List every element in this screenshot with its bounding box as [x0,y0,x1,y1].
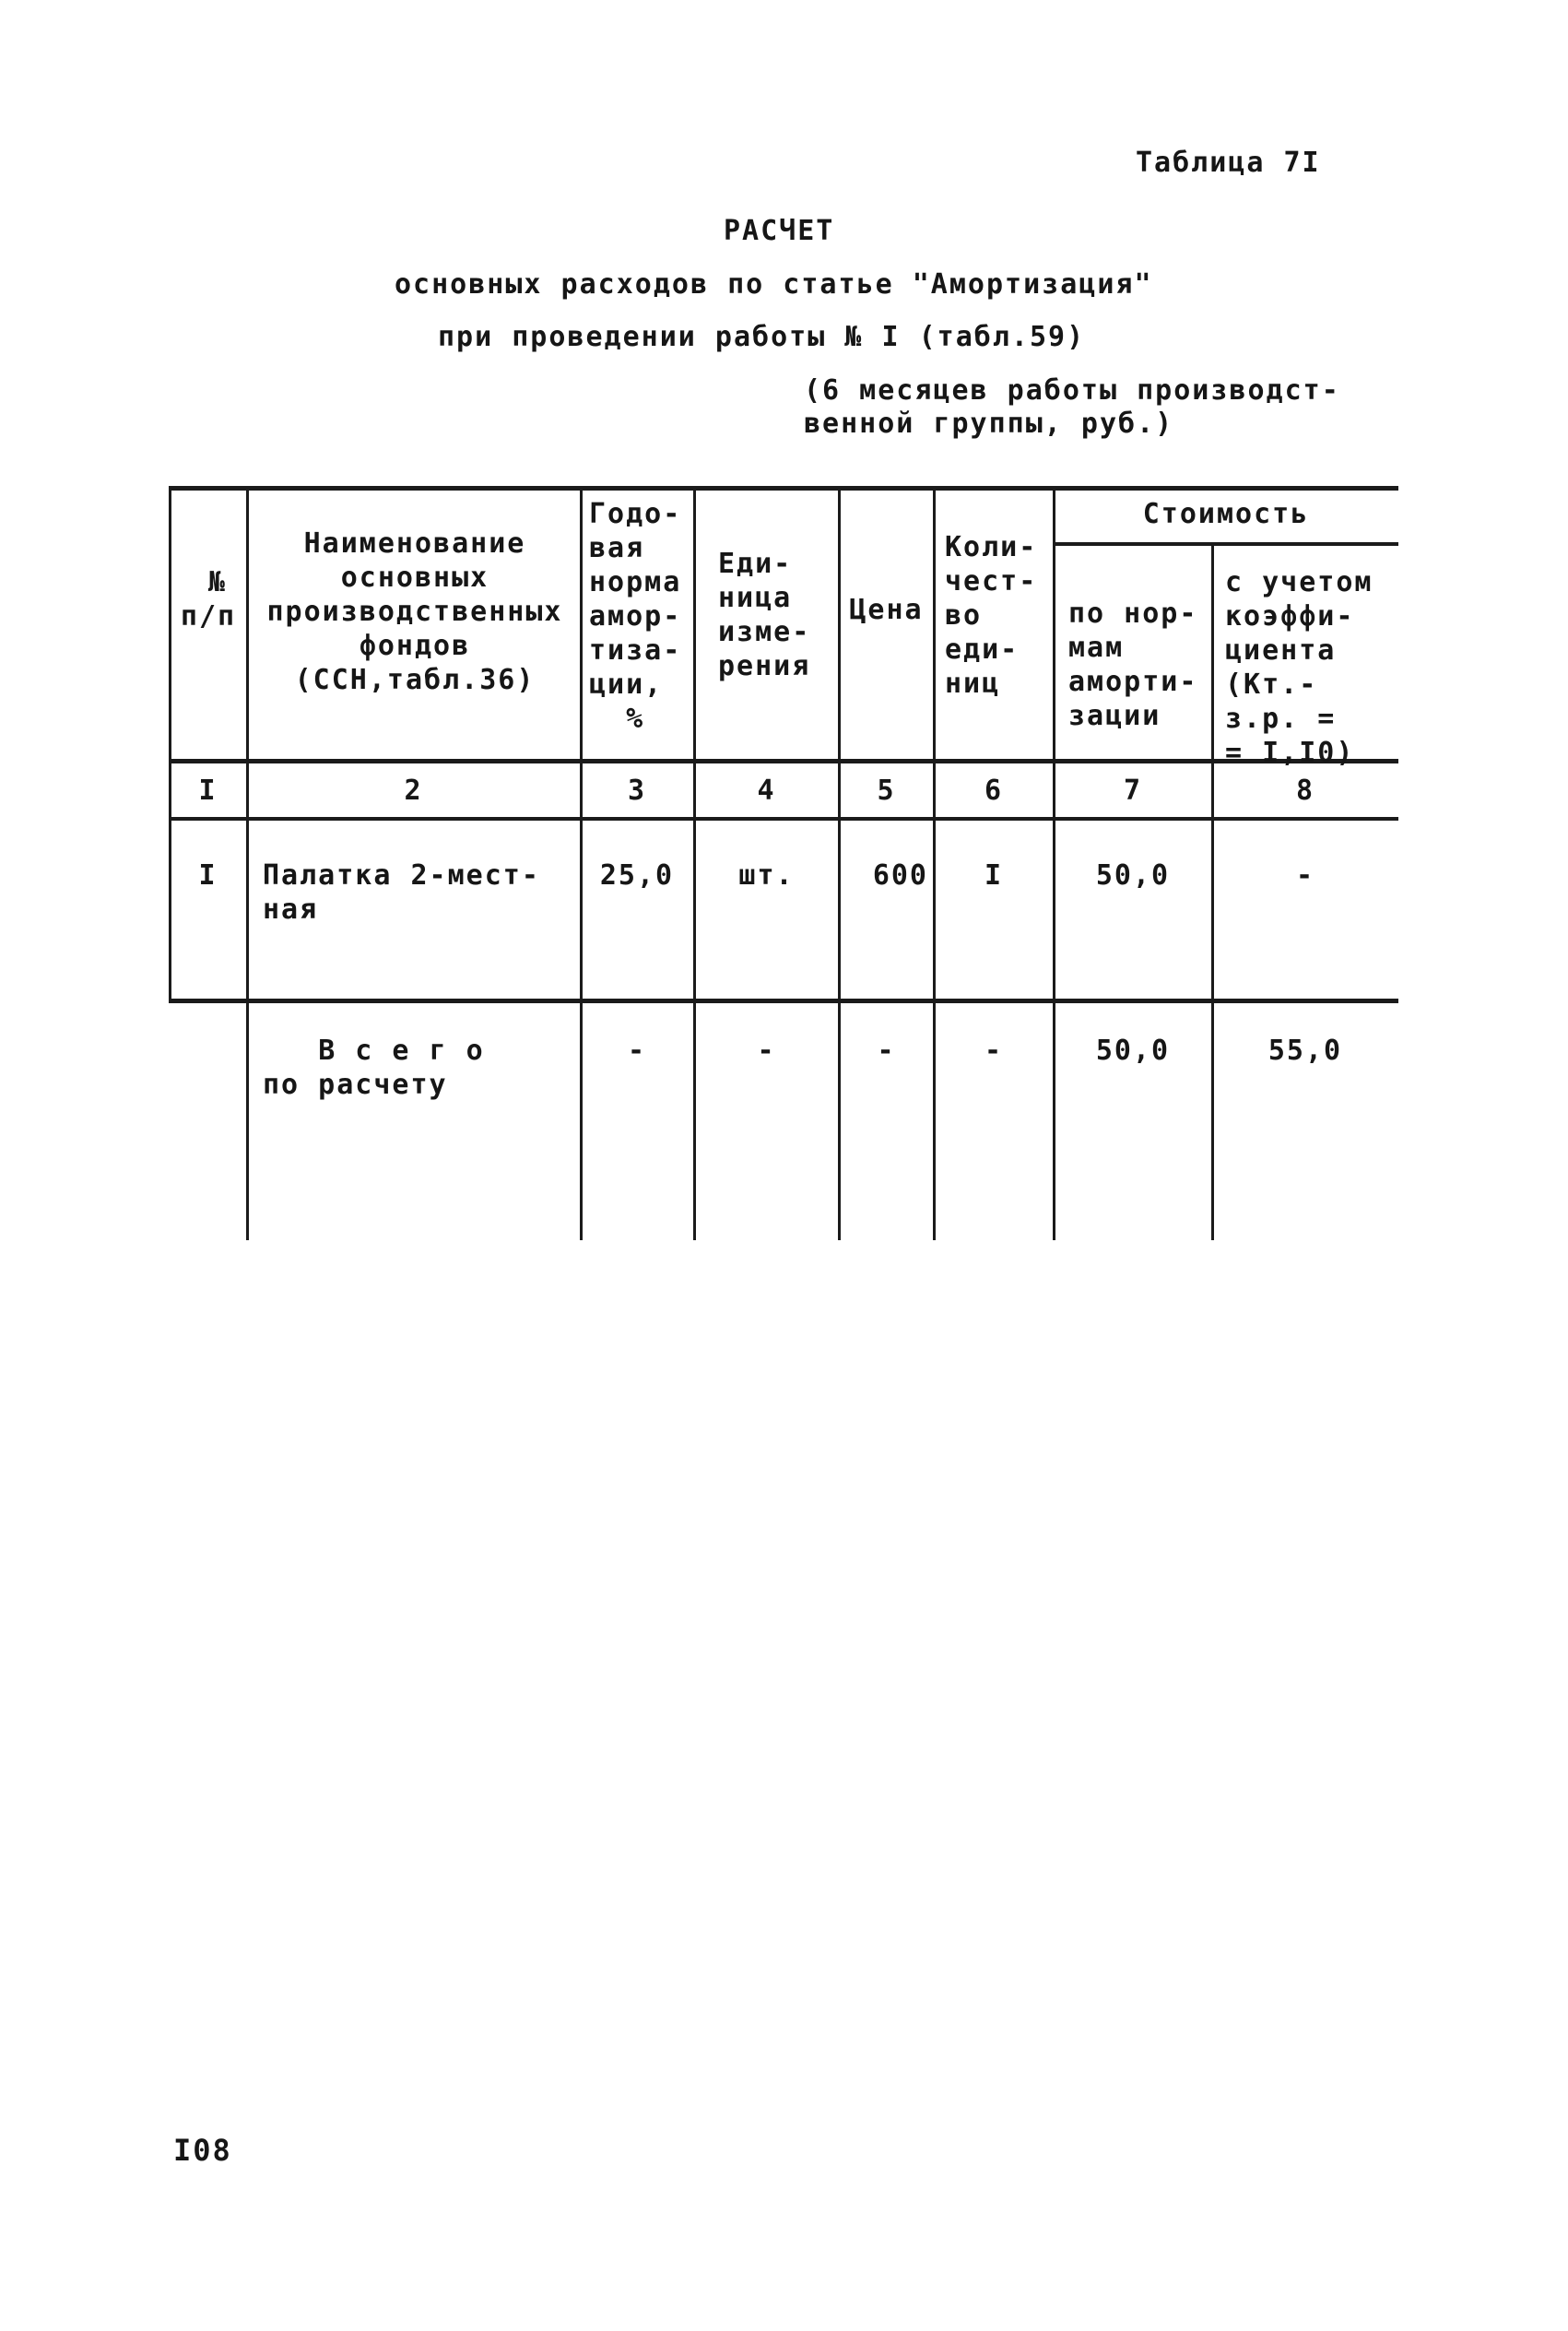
grid-line-under-colnums [169,817,1398,821]
row1-qty: I [984,859,1004,892]
row1-num: I [198,859,218,892]
colnum-7: 7 [1123,775,1143,807]
row1-unit: шт. [738,859,795,892]
totals-price: - [877,1035,896,1067]
grid-line-col6 [1053,486,1055,1240]
colnum-5: 5 [877,775,896,807]
grid-line-col4 [838,486,841,1240]
header-cell-name: Наименование основных производственных ф… [266,527,563,696]
colnum-4: 4 [757,775,776,807]
expenses-table: № п/п Наименование основных производстве… [169,486,1398,1240]
row1-name: Палатка 2-мест- ная [263,859,540,926]
header-cell-qty: Коли- чест- во еди- ниц [945,531,1038,700]
table-caption: Таблица 7I [1136,147,1321,179]
grid-line-above-totals [169,999,1398,1003]
totals-label: В с е г о по расчету [263,1035,485,1101]
page-number: I08 [173,2133,232,2168]
grid-line-under-header [169,759,1398,763]
grid-line-left-edge [169,486,171,999]
header-cell-price: Цена [849,594,924,626]
grid-line-col7 [1211,542,1214,1240]
colnum-2: 2 [404,775,423,807]
colnum-8: 8 [1295,775,1315,807]
totals-unit: - [757,1035,776,1067]
grid-line-col5 [933,486,936,1240]
header-cell-num: № п/п [180,566,237,633]
header-cell-unit: Еди- ница изме- рения [718,548,811,682]
colnum-6: 6 [984,775,1004,807]
totals-cost-coef: 55,0 [1267,1035,1343,1067]
header-cell-cost-norm: по нор- мам аморти- зации [1068,598,1198,732]
doc-title-line3: при проведении работы № I (табл.59) [438,321,1086,353]
row1-cost-coef: - [1295,859,1315,892]
colnum-1: I [198,775,218,807]
doc-subtitle: (6 месяцев работы производст- венной гру… [804,374,1340,440]
grid-line-top [169,486,1398,491]
row1-price: 600 [872,859,928,892]
header-cost-group: Стоимость [1142,498,1310,530]
grid-line-col1 [246,486,249,1240]
header-cell-rate: Годо- вая норма амор- тиза- ции, % [589,498,682,735]
row1-rate: 25,0 [599,859,675,892]
row1-cost-norm: 50,0 [1095,859,1171,892]
grid-line-under-cost-group [1054,542,1398,546]
grid-line-col2 [580,486,583,1240]
grid-line-col3 [693,486,696,1240]
header-cell-cost-coef: с учетом коэффи- циента (Кт.- з.р. = = I… [1225,566,1373,769]
doc-title-line1: РАСЧЕТ [724,215,835,247]
doc-title-line2: основных расходов по статье "Амортизация… [395,268,1153,301]
totals-qty: - [984,1035,1004,1067]
totals-rate: - [627,1035,647,1067]
colnum-3: 3 [627,775,647,807]
totals-cost-norm: 50,0 [1095,1035,1171,1067]
